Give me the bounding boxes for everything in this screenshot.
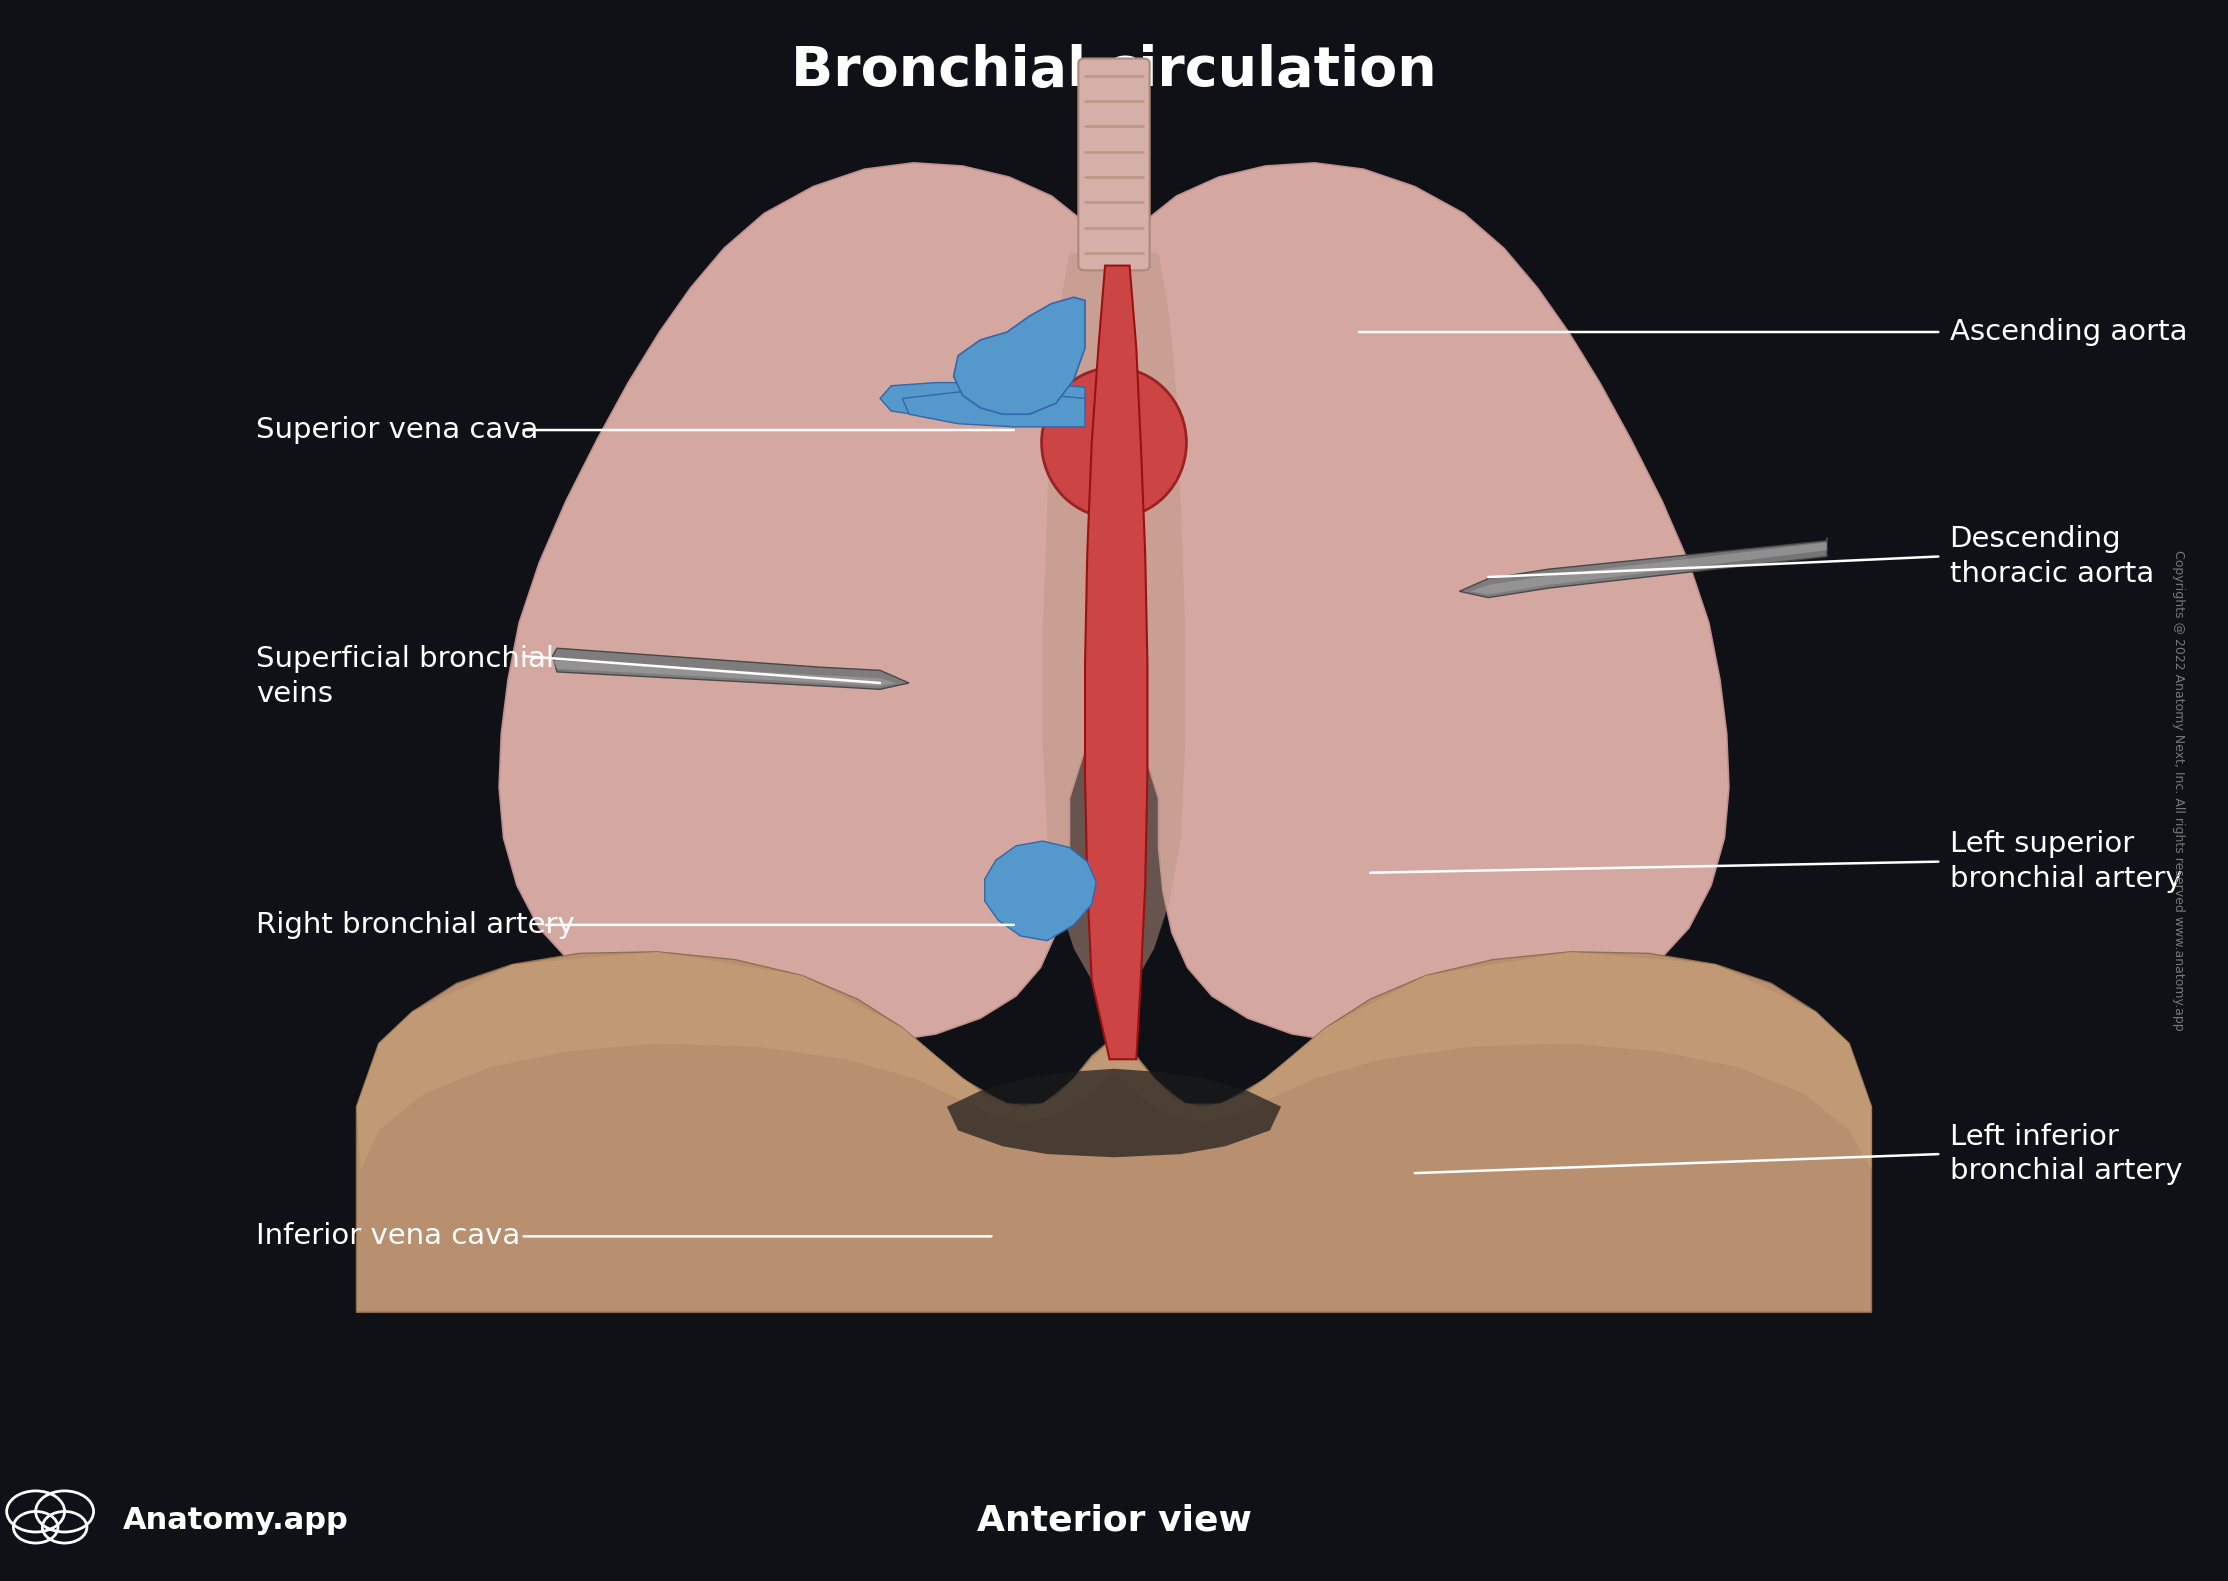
Text: Left inferior
bronchial artery: Left inferior bronchial artery (1950, 1123, 2181, 1186)
Text: Anatomy.app: Anatomy.app (123, 1507, 348, 1535)
Text: Anterior view: Anterior view (976, 1504, 1252, 1538)
Polygon shape (1085, 266, 1147, 1059)
Polygon shape (1459, 538, 1827, 598)
Polygon shape (553, 661, 896, 686)
Text: Inferior vena cava: Inferior vena cava (256, 1222, 521, 1251)
Text: Ascending aorta: Ascending aorta (1950, 318, 2188, 346)
Polygon shape (985, 841, 1096, 941)
Text: Superior vena cava: Superior vena cava (256, 416, 539, 444)
Text: Copyrights @ 2022 Anatomy Next, Inc. All rights reserved www.anatomy.app: Copyrights @ 2022 Anatomy Next, Inc. All… (2172, 550, 2186, 1031)
Polygon shape (356, 952, 1872, 1312)
Text: Superficial bronchial
veins: Superficial bronchial veins (256, 645, 555, 708)
Polygon shape (553, 648, 909, 689)
Polygon shape (1043, 253, 1110, 996)
Polygon shape (902, 392, 1085, 427)
Polygon shape (947, 1069, 1281, 1157)
Polygon shape (880, 383, 1085, 419)
FancyBboxPatch shape (1078, 58, 1150, 270)
Ellipse shape (1040, 367, 1188, 519)
Text: Bronchial circulation: Bronchial circulation (791, 44, 1437, 98)
Polygon shape (1114, 163, 1729, 1043)
Polygon shape (1118, 253, 1185, 996)
Polygon shape (1470, 541, 1827, 594)
Polygon shape (954, 297, 1085, 414)
Polygon shape (499, 163, 1114, 1043)
Text: Left superior
bronchial artery: Left superior bronchial artery (1950, 830, 2181, 893)
Text: Right bronchial artery: Right bronchial artery (256, 911, 575, 939)
Text: Descending
thoracic aorta: Descending thoracic aorta (1950, 525, 2154, 588)
Polygon shape (356, 952, 1872, 1170)
